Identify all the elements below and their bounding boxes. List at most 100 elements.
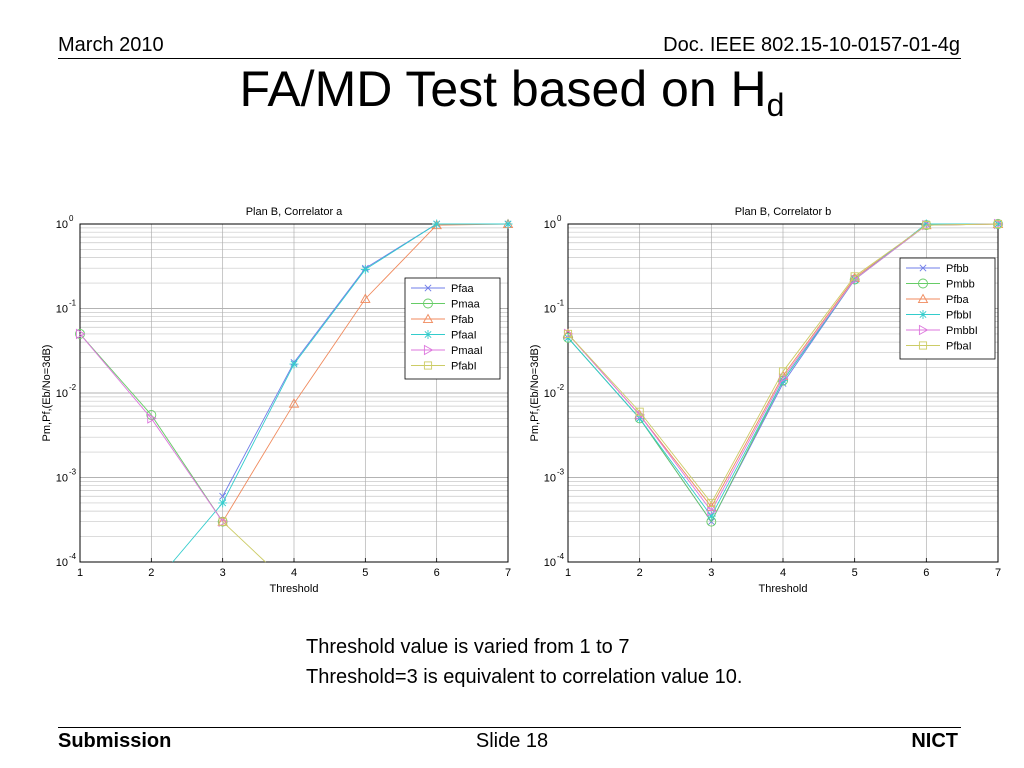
slide-title: FA/MD Test based on Hd (0, 64, 1024, 121)
chart1-legend-label-pfbb: Pfbb (946, 263, 969, 275)
chart1-point-pfbai (635, 407, 644, 416)
chart0-y-tick-exponent: -1 (69, 299, 77, 308)
chart0-series-group (75, 218, 514, 563)
chart0-legend-marker-pmaa (423, 298, 433, 309)
chart1-x-tick-label: 2 (637, 567, 643, 579)
chart1-legend-marker-pmbb (918, 278, 928, 289)
chart0-legend-marker-pfab (422, 313, 434, 324)
chart1-point-pfbbi (635, 413, 645, 423)
chart1-y-tick-exponent: -1 (557, 299, 565, 308)
chart0-y-tick-label: 10 (56, 388, 68, 400)
caption-line-1: Threshold value is varied from 1 to 7 (306, 636, 630, 658)
chart1-legend-marker-pfbb (919, 264, 927, 272)
chart0-legend-box (404, 277, 501, 380)
caption: Threshold value is varied from 1 to 7 Th… (306, 632, 742, 692)
chart1-legend-marker-pmbbi (918, 324, 929, 336)
chart0-series-line-pfaai (172, 223, 508, 563)
chart0-point-pfaai (503, 219, 513, 229)
chart0-legend-marker-pmaai (423, 344, 434, 356)
chart1-x-axis-label: Threshold (759, 583, 808, 595)
chart1-series-group (562, 218, 1004, 527)
chart1-point-pfbai (707, 498, 716, 507)
chart1-legend-marker-pfbai (918, 341, 928, 350)
chart1-legend-label-pfbbi: PfbbI (946, 310, 972, 322)
header-date: March 2010 (58, 34, 164, 56)
chart0-y-tick-label: 10 (56, 304, 68, 316)
chart0-series-line-pfab (222, 223, 509, 522)
chart1-x-tick-label: 1 (565, 567, 571, 579)
chart1-legend-box (899, 257, 996, 360)
chart0-x-tick-label: 2 (148, 567, 154, 579)
slide-title-main: FA/MD Test based on H (239, 61, 767, 117)
chart0-series-line-pmaa (79, 333, 224, 522)
chart0-legend-label-pfaai: PfaaI (451, 330, 477, 342)
chart0-x-tick-label: 3 (220, 567, 226, 579)
chart1-point-pfbai (922, 221, 931, 230)
chart0-x-axis-label: Threshold (270, 583, 319, 595)
chart1-y-tick-exponent: -3 (557, 468, 565, 477)
chart0-series-line-pfabi (222, 521, 266, 563)
chart1-point-pfbbi (921, 219, 931, 229)
chart1-legend-marker-pfba (917, 293, 929, 304)
chart0-point-pmaai (147, 413, 157, 424)
chart1-point-pfbai (993, 219, 1003, 229)
chart1-point-pmbbi (707, 505, 717, 517)
chart1-x-tick-label: 6 (923, 567, 929, 579)
chart0-x-tick-label: 7 (505, 567, 511, 579)
footer-org: NICT (911, 730, 958, 752)
chart1-y-tick-label: 10 (544, 304, 556, 316)
chart1-legend-marker-pfbbi (918, 310, 928, 319)
chart1-title: Plan B, Correlator b (735, 206, 832, 218)
chart0-point-pfaai (289, 359, 299, 369)
chart0-legend-marker-pfaa (424, 284, 432, 292)
chart1-x-tick-label: 5 (852, 567, 858, 579)
chart0-legend: Pfaa Pmaa Pfab PfaaI PmaaI PfabI (404, 277, 501, 380)
chart1-x-tick-label: 7 (995, 567, 1001, 579)
chart0-legend-label-pfaa: Pfaa (451, 283, 475, 295)
chart0-legend-marker-pfaai (423, 330, 433, 339)
chart0-y-tick-exponent: 0 (69, 214, 74, 223)
chart0-y-tick-exponent: -4 (69, 552, 77, 561)
chart0-y-tick-exponent: -3 (69, 468, 77, 477)
chart0-y-tick-label: 10 (56, 557, 68, 569)
header-divider (58, 58, 961, 59)
chart1-y-axis-label: Pm,Pf,(Eb/No=3dB) (529, 345, 541, 442)
chart0-legend-marker-pfabi (423, 361, 433, 370)
chart1-legend-label-pfba: Pfba (946, 294, 970, 306)
chart1-legend-label-pmbb: Pmbb (946, 279, 975, 291)
footer-divider (58, 727, 961, 728)
caption-line-2: Threshold=3 is equivalent to correlation… (306, 666, 743, 688)
chart0-x-tick-label: 1 (77, 567, 83, 579)
chart1-point-pfbai (778, 367, 788, 376)
header-doc-id: Doc. IEEE 802.15-10-0157-01-4g (663, 34, 960, 56)
chart1-legend: Pfbb Pmbb Pfba PfbbI PmbbI PfbaI (899, 257, 996, 360)
chart0-point-pfabi (218, 517, 227, 526)
chart1-y-tick-label: 10 (544, 557, 556, 569)
chart1-legend-label-pmbbi: PmbbI (946, 325, 978, 337)
chart1-point-pfbai (563, 329, 573, 338)
slide-title-subscript: d (766, 87, 785, 123)
chart1-point-pfbai (850, 272, 859, 281)
footer-slide-number: Slide 18 (475, 730, 549, 752)
chart0-x-tick-label: 4 (291, 567, 297, 579)
chart0-y-axis-label: Pm,Pf,(Eb/No=3dB) (41, 345, 53, 442)
chart1-y-tick-label: 10 (544, 219, 556, 231)
chart0-x-tick-label: 5 (362, 567, 368, 579)
chart1-y-tick-exponent: -4 (557, 552, 565, 561)
chart0-y-tick-exponent: -2 (69, 383, 77, 392)
chart0-point-pmaai (75, 328, 86, 340)
chart1-y-tick-label: 10 (544, 473, 556, 485)
chart0-legend-label-pmaa: Pmaa (451, 299, 481, 311)
chart0-point-pmaa (146, 409, 157, 420)
chart1-y-tick-exponent: -2 (557, 383, 565, 392)
chart0-y-tick-label: 10 (56, 473, 68, 485)
chart0-series-line-pmaai (79, 333, 224, 522)
chart0-y-tick-label: 10 (56, 219, 68, 231)
chart1-x-tick-label: 3 (708, 567, 714, 579)
chart0-point-pfab (360, 293, 371, 303)
chart1-x-tick-label: 4 (780, 567, 786, 579)
chart0-x-tick-label: 6 (434, 567, 440, 579)
chart0-legend-label-pfab: Pfab (451, 314, 474, 326)
